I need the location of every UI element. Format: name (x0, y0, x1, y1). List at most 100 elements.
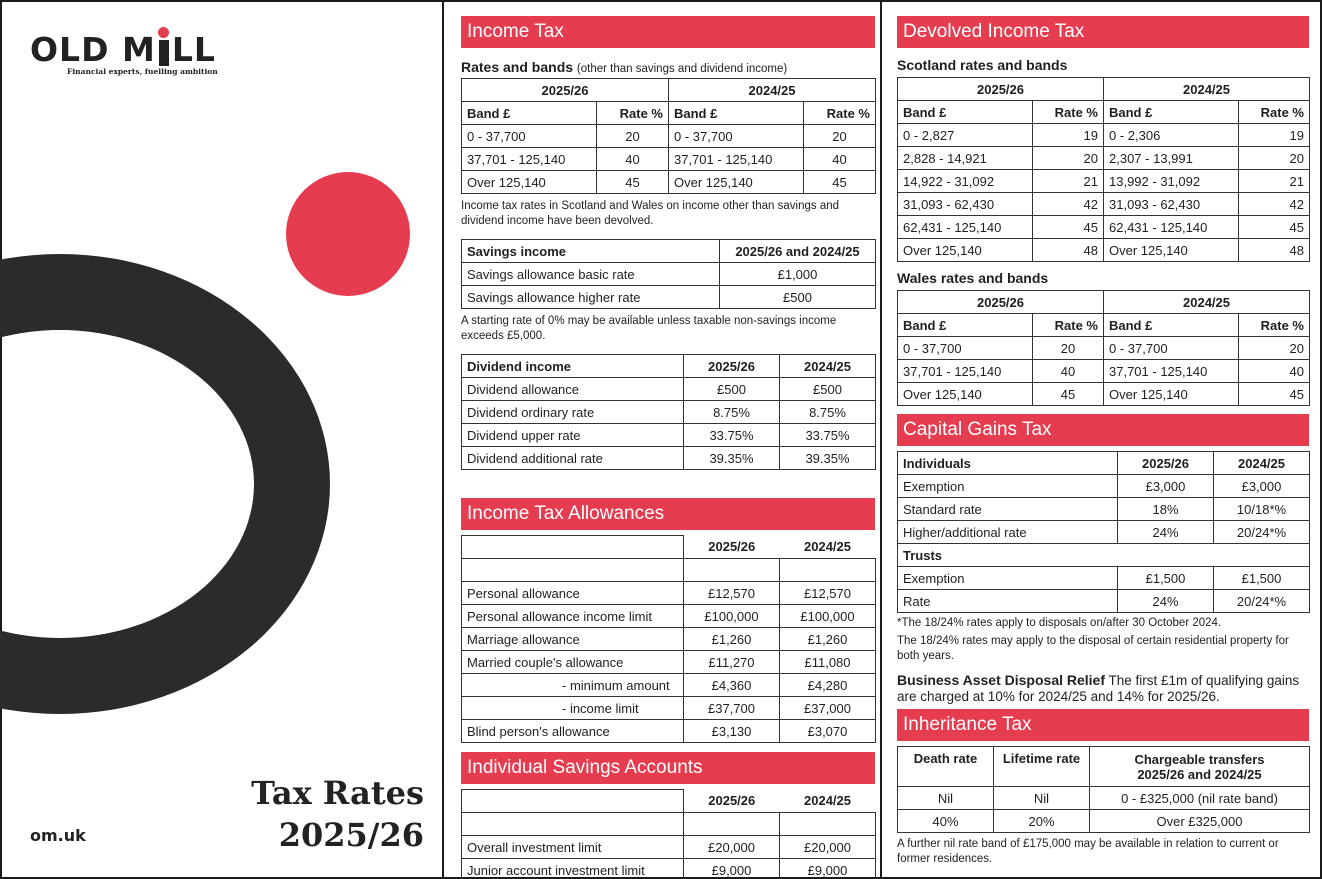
band-cell: 62,431 - 125,140 (897, 215, 1033, 239)
iht-heading: Inheritance Tax (897, 709, 1309, 741)
table-row: Over 125,140 48 Over 125,140 48 (897, 238, 1310, 262)
table-row: 0 - 2,827 19 0 - 2,306 19 (897, 123, 1310, 147)
column-header: Lifetime rate (993, 746, 1090, 787)
table-row: 37,701 - 125,140 40 37,701 - 125,140 40 (897, 359, 1310, 383)
band-cell: 13,992 - 31,092 (1103, 169, 1239, 193)
column-header: Rate % (1238, 313, 1310, 337)
column-header: Band £ (668, 101, 804, 125)
cover-title-line2: 2025/26 (278, 816, 424, 854)
label-cell: - income limit (461, 696, 684, 720)
rate-cell: 19 (1238, 123, 1310, 147)
year-header: 2024/25 (668, 78, 876, 102)
table-row: 0 - 37,700 20 0 - 37,700 20 (461, 124, 876, 148)
table-row: - income limit £37,700 £37,000 (461, 696, 876, 720)
table-row: 37,701 - 125,140 40 37,701 - 125,140 40 (461, 147, 876, 171)
value-cell: £3,000 (1117, 474, 1214, 498)
table-row: Nil Nil 0 - £325,000 (nil rate band) (897, 786, 1310, 810)
rates-bands-title-text: Rates and bands (461, 59, 574, 75)
logo-tagline: Financial experts, fuelling ambition (67, 67, 218, 76)
column-header: Band £ (897, 100, 1033, 124)
table-row: 0 - 37,700 20 0 - 37,700 20 (897, 336, 1310, 360)
wales-title: Wales rates and bands (897, 270, 1049, 286)
rate-cell: 45 (1238, 382, 1310, 406)
middle-panel: Income Tax Rates and bands (other than s… (444, 0, 882, 879)
rate-cell: 42 (1032, 192, 1104, 216)
column-header: Rate % (1238, 100, 1310, 124)
column-header: 2024/25 (804, 793, 851, 809)
label-cell: Personal allowance (461, 581, 684, 605)
table-row: Standard rate 18% 10/18*% (897, 497, 1310, 521)
column-header: Dividend income (461, 354, 684, 378)
column-header: Death rate (897, 746, 994, 787)
rate-cell: 45 (1238, 215, 1310, 239)
rate-cell: 40 (803, 147, 876, 171)
band-cell: 31,093 - 62,430 (1103, 192, 1239, 216)
value-cell: £1,260 (779, 627, 876, 651)
value-cell: £500 (779, 377, 876, 401)
scotland-title: Scotland rates and bands (897, 57, 1068, 73)
label-cell: - minimum amount (461, 673, 684, 697)
label-cell: Dividend additional rate (461, 446, 684, 470)
band-cell: 31,093 - 62,430 (897, 192, 1033, 216)
isa-table: 2025/26 2024/25 Overall investment limit… (461, 789, 876, 879)
value-cell: Nil (897, 786, 994, 810)
label-cell: Blind person's allowance (461, 719, 684, 743)
rate-cell: 20 (1238, 146, 1310, 170)
rate-cell: 20 (1032, 146, 1104, 170)
cgt-note-2: The 18/24% rates may apply to the dispos… (897, 635, 1289, 662)
value-cell: £11,080 (779, 650, 876, 674)
iht-table: Death rate Lifetime rate Chargeable tran… (897, 746, 1310, 833)
column-header: Band £ (1103, 100, 1239, 124)
table-row: Savings allowance basic rate £1,000 (461, 262, 876, 286)
table-row: Dividend additional rate 39.35% 39.35% (461, 446, 876, 470)
column-header: Chargeable transfers 2025/26 and 2024/25 (1089, 746, 1310, 787)
table-row: Rate 24% 20/24*% (897, 589, 1310, 613)
year-header: 2024/25 (1103, 77, 1310, 101)
band-cell: Over 125,140 (897, 238, 1033, 262)
column-header: 2025/26 (708, 539, 756, 555)
label-cell: Standard rate (897, 497, 1118, 521)
label-cell: Overall investment limit (461, 835, 684, 859)
trusts-label: Trusts (897, 543, 1310, 567)
cgt-table: Individuals 2025/26 2024/25 Exemption £3… (897, 451, 1310, 613)
cover-title: Tax Rates 2025/26 (251, 772, 424, 856)
table-row: Dividend upper rate 33.75% 33.75% (461, 423, 876, 447)
column-header: 2025/26 and 2024/25 (719, 239, 876, 263)
value-cell: £3,130 (683, 719, 780, 743)
band-cell: Over 125,140 (461, 170, 597, 194)
value-cell: £37,700 (683, 696, 780, 720)
value-cell: 20/24*% (1213, 589, 1310, 613)
value-cell: 0 - £325,000 (nil rate band) (1089, 786, 1310, 810)
website-link[interactable]: om.uk (30, 826, 86, 845)
rate-cell: 45 (803, 170, 876, 194)
wales-rates-table: 2025/26 2024/25 Band £ Rate % Band £ Rat… (897, 290, 1310, 406)
logo-text-left: OLD M (30, 30, 156, 69)
table-row: Exemption £1,500 £1,500 (897, 566, 1310, 590)
rate-cell: 19 (1032, 123, 1104, 147)
column-header: Rate % (1032, 100, 1104, 124)
logo-i-dot-icon (157, 27, 169, 66)
band-cell: Over 125,140 (668, 170, 804, 194)
label-cell: Junior account investment limit (461, 858, 684, 879)
rate-cell: 40 (1032, 359, 1104, 383)
label-cell: Savings allowance higher rate (461, 285, 720, 309)
table-row: Personal allowance £12,570 £12,570 (461, 581, 876, 605)
column-header: Rate % (596, 101, 669, 125)
value-cell: £12,570 (779, 581, 876, 605)
scotland-rates-table: 2025/26 2024/25 Band £ Rate % Band £ Rat… (897, 77, 1310, 262)
value-cell: £11,270 (683, 650, 780, 674)
label-cell: Higher/additional rate (897, 520, 1118, 544)
value-cell: 8.75% (779, 400, 876, 424)
value-cell: 33.75% (683, 423, 780, 447)
column-header: Rate % (803, 101, 876, 125)
value-cell: 20/24*% (1213, 520, 1310, 544)
table-row: 62,431 - 125,140 45 62,431 - 125,140 45 (897, 215, 1310, 239)
band-cell: 37,701 - 125,140 (897, 359, 1033, 383)
rate-cell: 40 (1238, 359, 1310, 383)
table-row: Dividend ordinary rate 8.75% 8.75% (461, 400, 876, 424)
column-header: Individuals (897, 451, 1118, 475)
band-cell: 2,828 - 14,921 (897, 146, 1033, 170)
table-row: 14,922 - 31,092 21 13,992 - 31,092 21 (897, 169, 1310, 193)
rate-cell: 20 (1238, 336, 1310, 360)
badr-paragraph: Business Asset Disposal Relief The first… (897, 672, 1309, 705)
